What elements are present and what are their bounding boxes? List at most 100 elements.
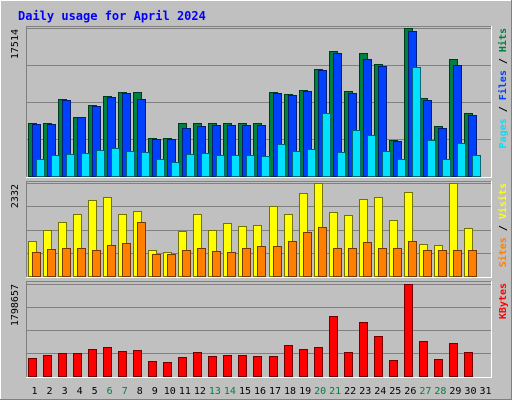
x-tick-label: 15: [239, 386, 251, 397]
bar-pages-day-20: [322, 113, 331, 177]
bar-sites-day-5: [92, 250, 101, 277]
bar-kbytes-day-3: [58, 353, 67, 377]
bar-sites-day-25: [393, 248, 402, 277]
bar-sites-day-4: [77, 248, 86, 277]
bar-kbytes-day-18: [284, 345, 293, 377]
x-tick-label: 11: [179, 386, 191, 397]
x-tick-label: 25: [389, 386, 401, 397]
bar-sites-day-10: [167, 254, 176, 277]
series-label-part: /: [498, 219, 509, 237]
bar-kbytes-day-2: [43, 355, 52, 377]
x-tick-label: 9: [152, 386, 158, 397]
bar-sites-day-21: [333, 248, 342, 277]
series-label-part: /: [498, 52, 509, 70]
x-tick-label: 28: [434, 386, 446, 397]
bar-kbytes-day-27: [419, 341, 428, 377]
bar-kbytes-day-20: [314, 347, 323, 377]
bar-kbytes-day-1: [28, 358, 37, 377]
series-label: Pages / Files / Hits: [497, 28, 509, 148]
panel-hits-files-pages: 17514 Pages / Files / Hits: [10, 26, 509, 178]
bar-sites-day-20: [318, 227, 327, 277]
series-label-part: Visits: [497, 183, 509, 219]
x-tick-label: 29: [449, 386, 461, 397]
bar-kbytes-day-23: [359, 322, 368, 377]
bar-kbytes-day-25: [389, 360, 398, 377]
bar-kbytes-day-28: [434, 359, 443, 377]
bar-pages-day-30: [472, 155, 481, 177]
bar-kbytes-day-19: [299, 349, 308, 377]
bar-pages-day-28: [442, 159, 451, 177]
x-tick-label: 20: [314, 386, 326, 397]
bar-sites-day-16: [257, 246, 266, 277]
panel-kbytes: 1798657 KBytes: [10, 281, 509, 378]
bar-pages-day-24: [382, 151, 391, 177]
bar-sites-day-15: [242, 248, 251, 277]
bar-kbytes-day-6: [103, 347, 112, 377]
bar-pages-day-15: [246, 155, 255, 177]
x-tick-label: 4: [77, 386, 83, 397]
bar-kbytes-day-24: [374, 336, 383, 377]
bar-pages-day-17: [277, 144, 286, 177]
y-max-label: 1798657: [10, 284, 21, 326]
x-tick-label: 5: [92, 386, 98, 397]
x-tick-label: 27: [419, 386, 431, 397]
x-tick-label: 6: [107, 386, 113, 397]
bar-sites-day-3: [62, 248, 71, 277]
bar-kbytes-day-12: [193, 352, 202, 377]
x-tick-label: 7: [122, 386, 128, 397]
bar-pages-day-6: [111, 148, 120, 177]
bar-kbytes-day-26: [404, 284, 413, 377]
bar-pages-day-27: [427, 140, 436, 177]
series-label-part: Hits: [497, 28, 509, 52]
bar-pages-day-13: [216, 155, 225, 177]
x-tick-label: 10: [164, 386, 176, 397]
bar-sites-day-30: [468, 250, 477, 277]
x-tick-label: 12: [194, 386, 206, 397]
bar-pages-day-18: [292, 151, 301, 177]
bar-kbytes-day-4: [73, 353, 82, 377]
bar-kbytes-day-11: [178, 357, 187, 377]
bar-pages-day-25: [397, 159, 406, 177]
x-tick-label: 2: [47, 386, 53, 397]
bar-kbytes-day-21: [329, 316, 338, 377]
bar-sites-day-7: [122, 243, 131, 277]
y-max-label: 17514: [10, 29, 21, 59]
panel-visits-sites: 2332 Sites / Visits: [10, 181, 509, 278]
y-max-label: 2332: [10, 184, 21, 208]
bar-sites-day-24: [378, 248, 387, 277]
series-label: Sites / Visits: [497, 183, 509, 267]
bar-kbytes-day-17: [269, 356, 278, 377]
series-label-part: Pages: [498, 118, 509, 148]
bar-sites-day-27: [423, 250, 432, 277]
bar-pages-day-10: [171, 162, 180, 177]
bar-pages-day-2: [51, 155, 60, 177]
series-pages: [36, 67, 481, 177]
bar-kbytes-day-7: [118, 351, 127, 377]
x-tick-label: 18: [284, 386, 296, 397]
x-tick-label: 26: [404, 386, 416, 397]
bar-sites-day-19: [303, 232, 312, 277]
series-label-part: KBytes: [498, 283, 509, 319]
bar-kbytes-day-30: [464, 352, 473, 377]
bar-pages-day-29: [457, 143, 466, 177]
series-label-part: /: [498, 100, 509, 118]
bar-sites-day-9: [152, 254, 161, 277]
bar-pages-day-4: [81, 153, 90, 177]
bar-sites-day-22: [348, 248, 357, 277]
x-tick-label: 14: [224, 386, 236, 397]
series-kbytes: [28, 284, 473, 377]
bar-kbytes-day-13: [208, 356, 217, 377]
x-axis: 1 2 3 4 5 6 7 8 9 10 11 12 13 14 15 16 17 18 19 20 21 22 23 24 2…: [32, 386, 492, 397]
bar-pages-day-8: [141, 152, 150, 177]
x-tick-label: 21: [329, 386, 341, 397]
bar-pages-day-16: [261, 156, 270, 177]
chart-panels: 17514 Pages / Files / Hits 2332 Sites / Vis…: [10, 26, 509, 378]
bar-kbytes-day-10: [163, 362, 172, 377]
bar-sites-day-13: [212, 251, 221, 277]
bar-kbytes-day-5: [88, 349, 97, 377]
x-tick-label: 24: [374, 386, 386, 397]
bar-kbytes-day-29: [449, 343, 458, 377]
bar-pages-day-7: [126, 151, 135, 177]
bar-sites-day-11: [182, 250, 191, 277]
